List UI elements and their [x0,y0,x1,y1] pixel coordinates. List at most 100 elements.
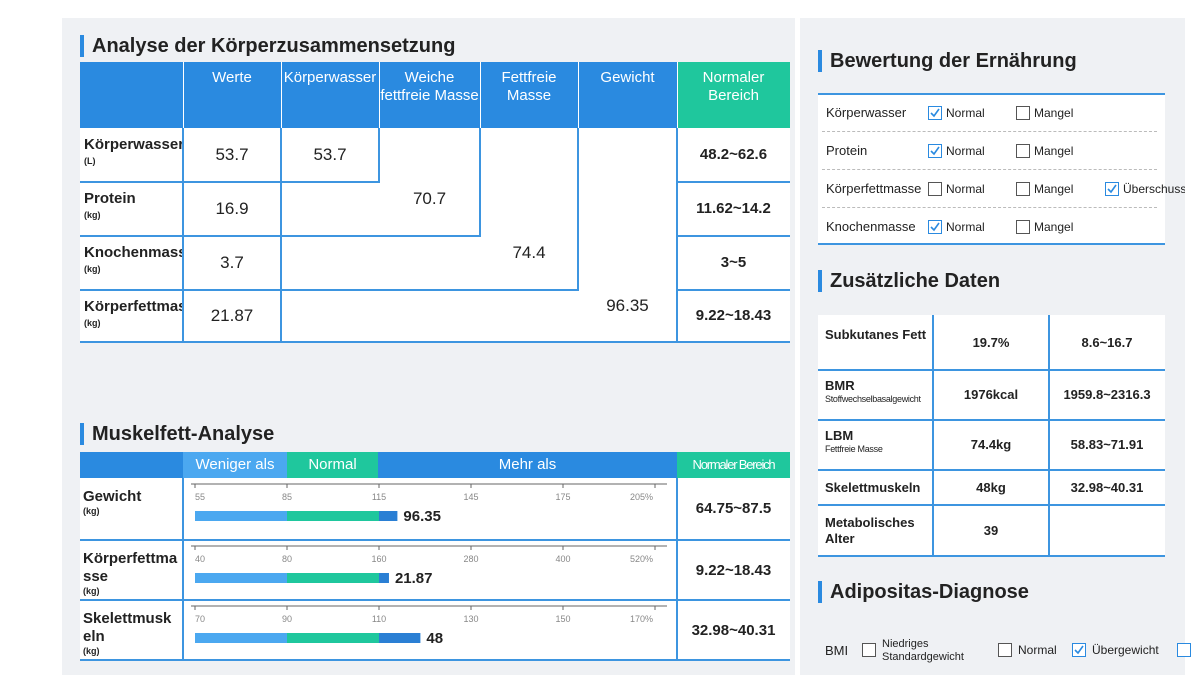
tick-label: 70 [195,614,205,624]
row-range: 9.22~18.43 [695,562,772,579]
cell: 74.4kg [970,437,1012,452]
table-line [676,478,678,660]
bar [379,511,398,521]
checkbox [928,144,942,158]
cell: 39 [983,522,999,538]
table-line [80,659,790,661]
bar-value: 96.35 [403,508,441,525]
table-line [676,62,678,128]
row-divider [822,131,1157,132]
checkbox [928,106,942,120]
tick-label: 150 [555,614,570,624]
section-title: Bewertung der Ernährung [818,50,1077,72]
section-title: Zusätzliche Daten [818,270,1000,292]
table-line [818,555,1165,557]
checkbox [1016,220,1030,234]
row-label: Körperfettmasse [83,550,178,585]
tick-label: 205% [630,492,653,502]
row-range: 3~5 [720,254,747,271]
table-line [818,369,1165,371]
column-header: Gewicht [600,69,655,86]
bar-normal [287,511,379,521]
tick-label: 170% [630,614,653,624]
table-body [80,478,790,660]
section-title: Adipositas-Diagnose [818,581,1029,603]
table-line [80,235,281,237]
table-line [818,419,1165,421]
option-label: Mangel [1034,106,1074,120]
row-unit: (kg) [83,646,100,656]
table-line [80,599,790,601]
bar [379,573,389,583]
cell: 32.98~40.31 [1070,479,1144,495]
checkbox [1105,182,1119,196]
table-line [677,181,790,183]
table-line [378,62,380,128]
option-label: Übergewicht [1092,643,1159,657]
checkbox [928,182,942,196]
table-header [677,62,790,128]
tick-label: 145 [463,492,478,502]
table-line [182,62,184,128]
tick-label: 160 [371,554,386,564]
row-unit: (kg) [84,210,101,220]
bar-low [195,633,287,643]
row-label: Knochenmasse [826,219,916,234]
cell: 1976kcal [963,387,1019,402]
row-range: 32.98~40.31 [691,622,776,639]
table-line [80,181,281,183]
option-label: Mangel [1034,182,1074,196]
scale: 55 85 115 145 175 205% 96.35 [191,483,667,525]
check-mark [930,108,940,118]
column-header: Mehr als [498,456,557,473]
column-header: Normal [308,456,357,473]
checkbox [998,643,1012,657]
check-mark [1107,184,1117,194]
step-value: 70.7 [412,189,447,208]
row-label: Knochenmasse [84,244,182,261]
row-value: 53.7 [215,145,249,164]
checkbox [928,220,942,234]
table-line [818,504,1165,506]
cell: 58.83~71.91 [1070,437,1144,452]
bar-low [195,511,287,521]
row-label: Körperwasser [826,105,907,120]
row-unit: (kg) [83,586,100,596]
column-header: Normaler Bereich [692,457,776,472]
check-mark [930,222,940,232]
table-header [287,452,378,478]
table-line [677,341,790,343]
section-title: Muskelfett-Analyse [80,423,274,445]
row-label: Körperwasser [84,136,182,153]
checkbox [1016,106,1030,120]
row-value: 3.7 [220,253,244,272]
table-line [932,315,934,556]
cell: 48kg [976,479,1006,495]
cell: 8.6~16.7 [1081,334,1133,350]
table-line [479,62,481,128]
table-line [577,62,579,128]
column-header: Normaler Bereich [702,69,765,104]
tick-label: 80 [282,554,292,564]
table-body [818,315,1165,556]
row-label: Gewicht [83,488,142,505]
row-label: Protein [84,190,136,207]
table-line [677,235,790,237]
tick-label: 40 [195,554,205,564]
table-line [80,341,281,343]
row-range: 9.22~18.43 [695,307,772,324]
checkbox [862,643,876,657]
table-header [677,452,790,478]
row-label: Skelettmuskeln [83,610,172,645]
tick-label: 115 [372,492,386,502]
table-header [183,452,287,478]
row-label: BMR [825,378,855,393]
row-unit: (L) [84,156,96,166]
table-line [182,128,184,342]
column-header: Weniger als [195,456,275,473]
table-line [182,478,184,660]
bar-value: 48 [426,630,443,647]
table-line [677,289,790,291]
check-mark [930,146,940,156]
